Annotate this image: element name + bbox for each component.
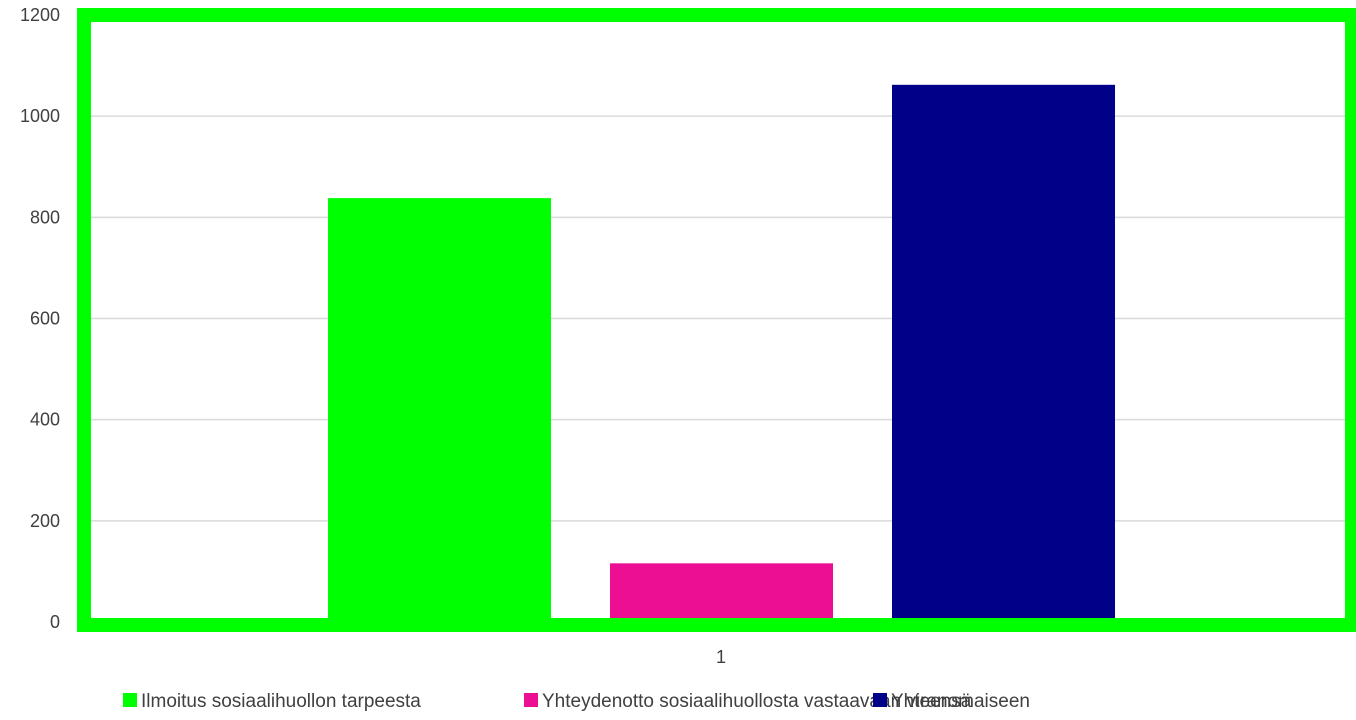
legend-label: Yhteensä: [891, 691, 972, 712]
bar: [610, 563, 833, 622]
y-tick-label: 1000: [20, 106, 60, 126]
y-tick-label: 400: [30, 410, 60, 430]
bar: [328, 198, 551, 622]
plot-border: [77, 8, 1356, 632]
legend-swatch: [873, 693, 887, 707]
y-tick-label: 200: [30, 511, 60, 531]
legend-label: Yhteydenotto sosiaalihuollosta vastaavaa…: [542, 691, 1030, 712]
y-tick-label: 0: [50, 612, 60, 632]
y-tick-label: 1200: [20, 5, 60, 25]
x-tick-label: 1: [716, 647, 726, 667]
legend-swatch: [123, 693, 137, 707]
bars: [328, 84, 1115, 623]
x-axis-ticks: 1: [716, 647, 726, 667]
y-tick-label: 800: [30, 207, 60, 227]
y-tick-label: 600: [30, 309, 60, 329]
legend: Ilmoitus sosiaalihuollon tarpeesta Yhteyd…: [123, 691, 1030, 712]
legend-swatch: [524, 693, 538, 707]
gridlines: [84, 115, 1352, 522]
legend-label: Ilmoitus sosiaalihuollon tarpeesta: [141, 691, 421, 712]
bar: [892, 84, 1115, 623]
y-axis-ticks: 0 200 400 600 800 1000 1200: [20, 5, 60, 632]
